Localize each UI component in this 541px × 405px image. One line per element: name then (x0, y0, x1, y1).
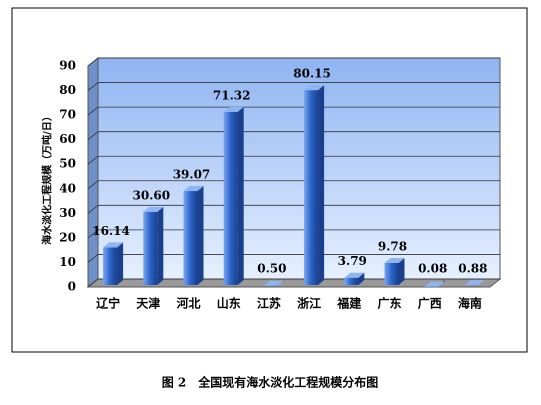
y-tick-label: 10 (59, 255, 76, 269)
y-tick-label: 30 (59, 206, 76, 220)
plot: 0 10 20 30 40 50 60 70 80 90 辽宁 16.14 天津 30.60 河北 39.07… (59, 58, 500, 311)
value-label: 39.07 (173, 168, 211, 182)
bar-side (318, 85, 324, 285)
x-tick-label: 山东 (217, 296, 241, 311)
value-label: 71.32 (213, 88, 251, 102)
x-tick-label: 海南 (458, 296, 482, 311)
value-label: 30.60 (133, 188, 171, 202)
y-tick-label: 60 (59, 132, 76, 146)
x-tick-label: 广东 (377, 296, 401, 311)
value-label: 0.88 (458, 261, 487, 275)
value-label: 0.08 (418, 262, 447, 276)
value-label: 80.15 (293, 67, 331, 81)
x-tick-label: 天津 (136, 296, 160, 311)
y-tick-label: 0 (68, 280, 76, 294)
bar (103, 247, 117, 285)
bar (224, 112, 238, 285)
y-tick-label: 20 (59, 230, 76, 244)
caption: 图 2 全国现有海水淡化工程规模分布图 (162, 375, 379, 390)
bar (344, 278, 358, 285)
value-label: 9.78 (378, 239, 407, 253)
bar-side (157, 207, 163, 285)
bar-side (238, 107, 244, 285)
side-wall (88, 58, 98, 287)
y-tick-label: 40 (59, 181, 76, 195)
y-tick-label: 70 (59, 108, 76, 122)
bar (143, 212, 157, 285)
bar-side (198, 186, 204, 285)
x-tick-label: 江苏 (257, 296, 281, 311)
bar-side (117, 242, 123, 285)
y-tick-label: 50 (59, 157, 76, 171)
y-tick-label: 90 (59, 59, 76, 73)
value-label: 0.50 (257, 262, 286, 276)
y-axis-label: 海水淡化工程规模（万吨/日） (41, 111, 54, 245)
x-tick-label: 辽宁 (96, 296, 120, 311)
value-label: 3.79 (338, 254, 367, 268)
bar (304, 90, 318, 285)
bar (385, 263, 399, 285)
value-label: 16.14 (92, 224, 130, 238)
x-tick-label: 河北 (175, 296, 200, 311)
y-tick-label: 80 (59, 83, 76, 97)
x-tick-label: 福建 (336, 296, 362, 311)
bar (184, 191, 198, 285)
x-tick-label: 广西 (418, 296, 442, 311)
x-tick-label: 浙江 (297, 296, 321, 311)
